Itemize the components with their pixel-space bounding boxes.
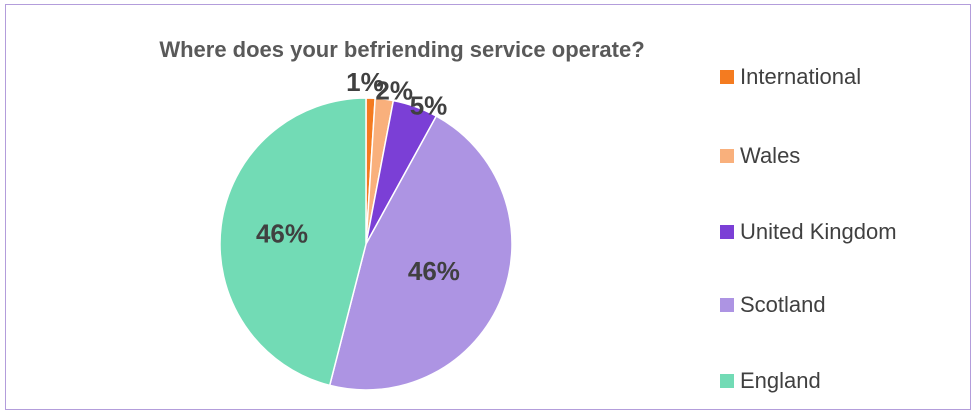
chart-title: Where does your befriending service oper… — [159, 37, 645, 62]
data-label-scotland: 46% — [408, 256, 460, 286]
pie-slice-scotland — [328, 115, 513, 391]
legend-item-england: England — [720, 366, 821, 396]
legend-swatch-wales — [720, 149, 734, 163]
data-label-wales: 2% — [375, 75, 413, 105]
legend-label-scotland: Scotland — [740, 292, 826, 317]
legend-label-united-kingdom: United Kingdom — [740, 219, 897, 244]
legend-swatch-england — [720, 374, 734, 388]
legend-swatch-international — [720, 70, 734, 84]
data-label-england: 46% — [256, 218, 308, 248]
data-label-international: 1% — [346, 67, 384, 97]
legend-label-wales: Wales — [740, 143, 801, 168]
pie-slice-england — [219, 97, 367, 387]
pie-slices — [219, 97, 513, 391]
legend-swatch-scotland — [720, 298, 734, 312]
pie-data-labels: 1%2%5% 46% 46% — [256, 67, 460, 286]
legend-label-england: England — [740, 368, 821, 393]
data-label-united-kingdom: 5% — [410, 91, 448, 121]
legend-label-international: International — [740, 64, 862, 89]
legend-item-wales: Wales — [720, 141, 800, 171]
legend-item-international: International — [720, 62, 861, 92]
legend-swatch-united-kingdom — [720, 225, 734, 239]
legend-item-united-kingdom: United Kingdom — [720, 217, 897, 247]
legend-item-scotland: Scotland — [720, 290, 826, 320]
